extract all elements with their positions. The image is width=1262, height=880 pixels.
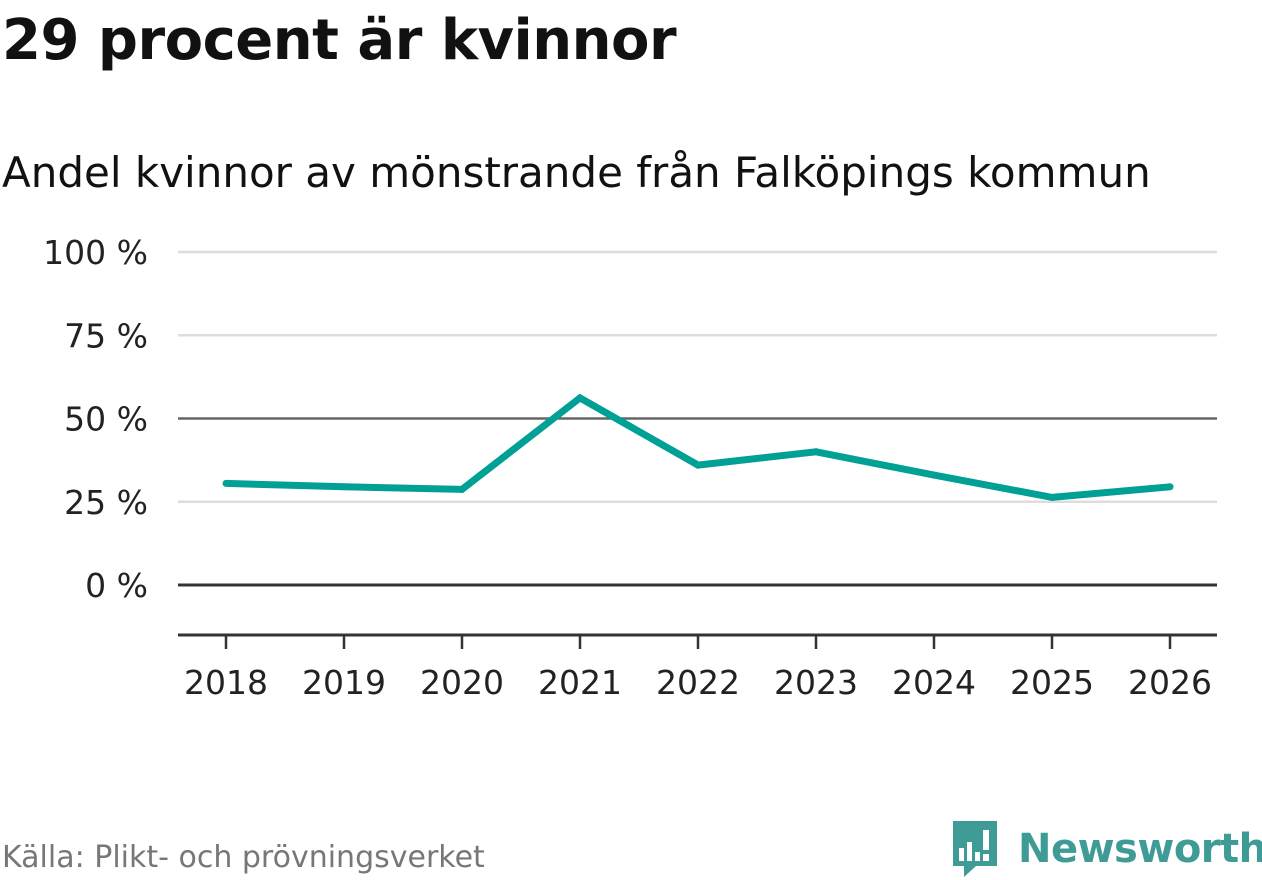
series-lines <box>222 393 1174 501</box>
data-point-2020 <box>458 485 466 493</box>
data-point-2022 <box>694 461 702 469</box>
series-line-0 <box>225 393 1171 501</box>
y-tick-label: 0 % <box>85 566 148 605</box>
source-note: Källa: Plikt- och prövningsverket <box>2 840 485 875</box>
y-tick-label: 75 % <box>64 316 148 355</box>
data-point-2024 <box>930 471 938 479</box>
data-point-2025 <box>1048 493 1056 501</box>
y-tick-label: 100 % <box>43 233 148 272</box>
x-tick-label: 2020 <box>420 663 504 702</box>
x-tick-label: 2019 <box>302 663 386 702</box>
x-tick-label: 2021 <box>538 663 622 702</box>
x-tick-label: 2025 <box>1010 663 1094 702</box>
y-axis-ticks: 0 % 25 % 50 % 75 % 100 % <box>43 233 148 605</box>
x-tick-label: 2018 <box>184 663 268 702</box>
data-point-2023 <box>812 448 820 456</box>
data-point-2026 <box>1166 483 1174 491</box>
data-point-2019 <box>340 483 348 491</box>
x-axis: 2018 2019 2020 2021 2022 2023 2024 2025 2026 <box>178 633 1217 702</box>
line-chart: 0 % 25 % 50 % 75 % 100 % 2018 2019 2020 2021 202… <box>43 233 1217 702</box>
data-point-2021 <box>576 394 584 402</box>
x-tick-label: 2023 <box>774 663 858 702</box>
data-point-2018 <box>222 479 230 487</box>
x-tick-label: 2024 <box>892 663 976 702</box>
brand-logo[interactable]: Newsworthy <box>950 818 1262 880</box>
brand-name: Newsworthy <box>1018 826 1262 872</box>
newsworthy-chat-bars-icon <box>953 821 997 877</box>
y-tick-label: 50 % <box>64 400 148 439</box>
chart-subtitle: Andel kvinnor av mönstrande från Falköpi… <box>2 148 1151 197</box>
x-tick-label: 2026 <box>1128 663 1212 702</box>
x-tick-label: 2022 <box>656 663 740 702</box>
y-tick-label: 25 % <box>64 483 148 522</box>
grid-lines <box>178 250 1217 587</box>
chart-title: 29 procent är kvinnor <box>2 8 677 73</box>
